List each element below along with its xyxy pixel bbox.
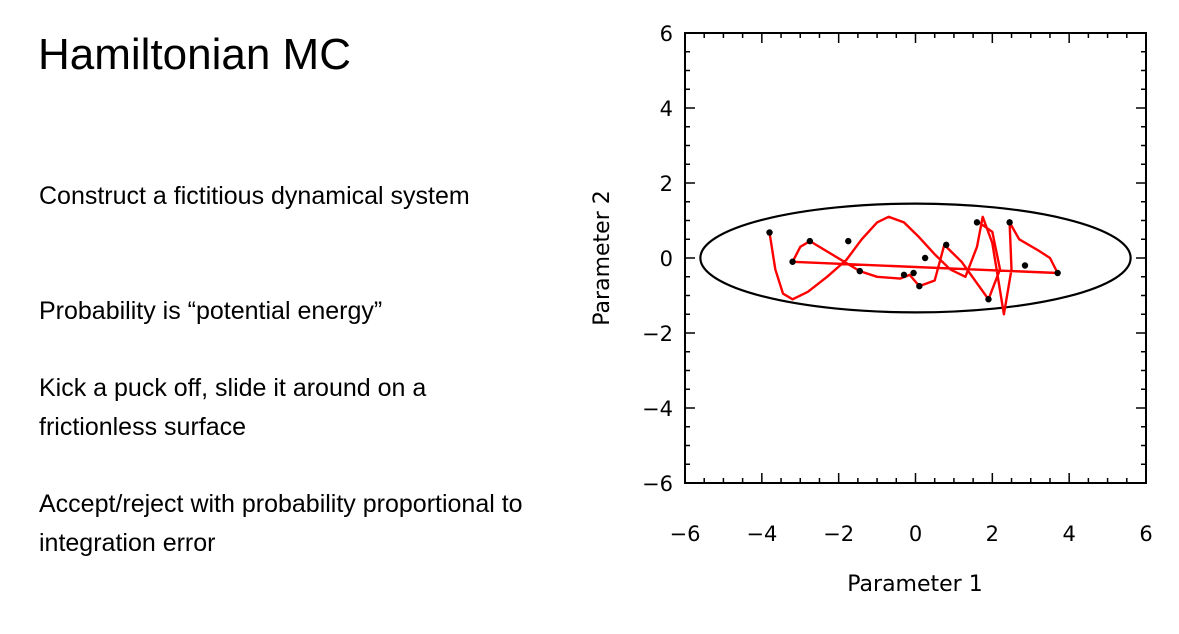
slide-title: Hamiltonian MC — [38, 30, 351, 79]
ellipse-contour — [699, 202, 1132, 314]
y-tick-label: −2 — [642, 322, 673, 346]
y-axis-title: Parameter 2 — [590, 190, 615, 325]
sample-point — [766, 229, 773, 236]
sample-point — [985, 296, 992, 303]
y-tick-label: 6 — [660, 22, 673, 46]
sample-point — [910, 269, 917, 277]
bullet-accept-reject: Accept/reject with probability proportio… — [39, 490, 523, 557]
sample-point — [789, 258, 796, 265]
y-tick-labels: −6 −4 −2 0 2 4 6 — [642, 22, 673, 496]
sample-markers — [766, 219, 1061, 303]
sample-point — [900, 271, 908, 279]
x-tick-label: 0 — [909, 522, 922, 546]
sample-point — [973, 219, 981, 226]
plot-frame — [684, 32, 1147, 484]
sample-point — [943, 241, 950, 249]
bullet-kick-puck: Kick a puck off, slide it around on a fr… — [39, 374, 427, 441]
x-tick-label: 2 — [986, 522, 999, 546]
axis-ticks — [684, 32, 1147, 484]
y-tick-label: 2 — [660, 172, 673, 196]
x-tick-label: 4 — [1062, 522, 1075, 546]
y-tick-label: 4 — [660, 97, 673, 121]
y-tick-label: 0 — [660, 247, 673, 271]
x-tick-label: 6 — [1139, 522, 1152, 546]
sample-point — [806, 237, 814, 245]
sample-point — [921, 254, 929, 262]
sample-point — [1054, 269, 1061, 277]
bullet-potential-energy: Probability is “potential energy” — [39, 297, 383, 325]
sample-point — [845, 237, 852, 245]
sample-point — [1006, 219, 1013, 226]
trajectory-path — [768, 215, 1059, 316]
sample-point — [916, 282, 923, 290]
y-tick-label: −6 — [642, 472, 673, 496]
sample-point — [856, 267, 863, 275]
bullet-construct-system: Construct a fictitious dynamical system — [39, 182, 470, 210]
x-tick-label: −4 — [746, 522, 777, 546]
y-tick-label: −4 — [642, 397, 673, 421]
x-tick-label: −2 — [823, 522, 854, 546]
x-tick-labels: −6 −4 −2 0 2 4 6 — [670, 522, 1153, 546]
sample-point — [1021, 262, 1029, 269]
x-axis-title: Parameter 1 — [847, 572, 982, 597]
x-tick-label: −6 — [670, 522, 701, 546]
